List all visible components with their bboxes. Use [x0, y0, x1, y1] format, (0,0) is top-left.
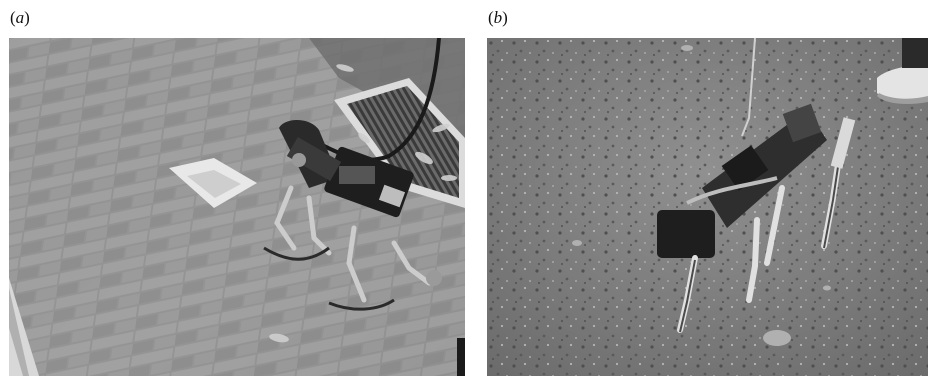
panel-label-a: (a) — [10, 8, 30, 27]
dirt-scene — [487, 38, 928, 376]
pavement-scene — [9, 38, 465, 376]
quadruped-robot — [657, 103, 856, 333]
quadruped-robot — [263, 120, 442, 311]
photo-robot-on-pavement — [9, 38, 465, 376]
photo-robot-on-dirt — [487, 38, 928, 376]
panel-label-b: (b) — [488, 8, 508, 27]
